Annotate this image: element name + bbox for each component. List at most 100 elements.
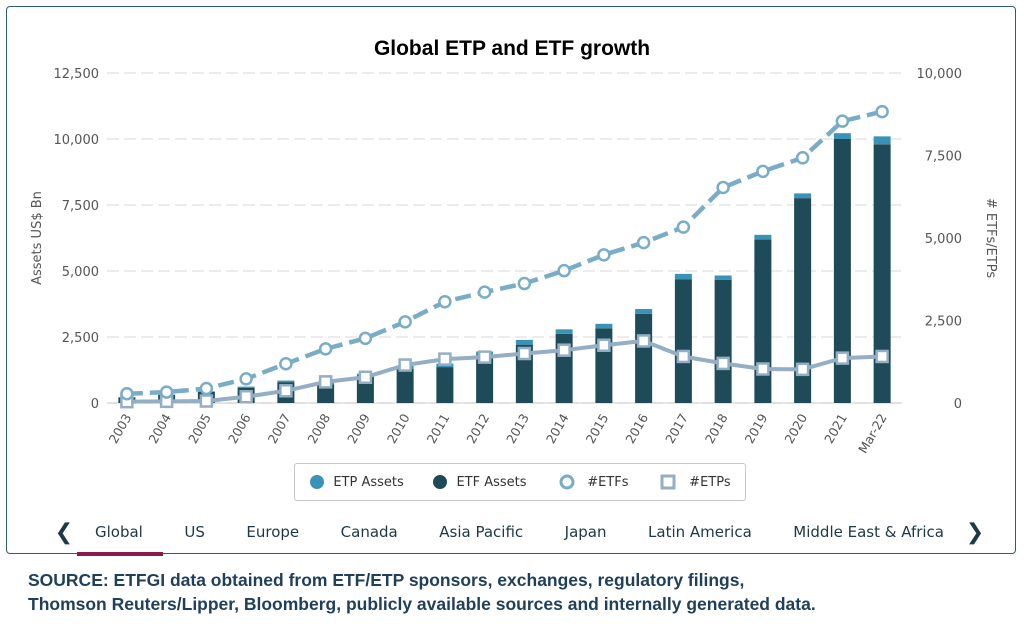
point-etfs xyxy=(318,342,333,356)
point-etps xyxy=(795,362,810,377)
y-right-tick-label: 10,000 xyxy=(917,67,963,82)
legend-item-etp-assets[interactable]: ETP Assets xyxy=(309,474,404,490)
tab-europe[interactable]: Europe xyxy=(246,523,300,541)
point-etfs xyxy=(120,387,134,401)
point-etfs xyxy=(398,315,412,329)
bar-etp-assets xyxy=(277,380,295,383)
point-etfs xyxy=(676,220,691,234)
point-etfs xyxy=(795,151,810,165)
y-right-tick-label: 2,500 xyxy=(925,315,962,330)
point-etfs xyxy=(716,180,730,195)
tab-us[interactable]: US xyxy=(184,523,205,541)
point-etps xyxy=(597,338,611,352)
x-tick-label: 2011 xyxy=(424,411,453,446)
bar-etf-assets xyxy=(873,144,891,403)
point-etps xyxy=(398,358,412,372)
x-tick-label: Mar-22 xyxy=(855,411,890,456)
legend-item-etps-count[interactable]: #ETPs xyxy=(657,474,731,490)
tab-latin-america[interactable]: Latin America xyxy=(648,523,752,541)
point-etfs xyxy=(358,331,373,346)
y-left-tick-label: 0 xyxy=(91,397,99,412)
bar-etp-assets xyxy=(833,133,851,139)
chart-title: Global ETP and ETF growth xyxy=(373,37,651,60)
point-etfs xyxy=(636,235,651,250)
bar-etf-assets xyxy=(436,367,454,403)
x-tick-label: 2021 xyxy=(821,411,850,446)
legend-label-etfs-count: #ETFs xyxy=(587,474,629,490)
tab-asia-pacific[interactable]: Asia Pacific xyxy=(439,523,524,541)
legend-item-etf-assets[interactable]: ETF Assets xyxy=(432,474,527,490)
tab-canada[interactable]: Canada xyxy=(340,523,398,541)
x-tick-label: 2006 xyxy=(225,411,254,446)
point-etfs xyxy=(239,372,253,386)
point-etps xyxy=(239,389,253,404)
x-tick-label: 2019 xyxy=(742,411,771,446)
x-tick-label: 2008 xyxy=(304,411,333,446)
point-etps xyxy=(199,394,214,408)
x-tick-label: 2017 xyxy=(662,411,691,446)
x-tick-label: 2003 xyxy=(106,411,135,446)
chart-canvas: 0 2,500 5,000 7,500 10,000 12,500 0 2,500 5,000 7… xyxy=(30,67,998,456)
point-etps xyxy=(835,351,850,365)
tab-middle-east-africa[interactable]: Middle East & Africa xyxy=(793,523,944,541)
point-etfs xyxy=(557,263,571,278)
x-tick-label: 2005 xyxy=(185,411,214,446)
point-etfs xyxy=(159,385,174,399)
bar-etp-assets xyxy=(754,234,772,240)
legend-item-etfs-count[interactable]: #ETFs xyxy=(555,474,629,490)
y-right-tick-label: 0 xyxy=(954,397,962,412)
bar-etp-assets xyxy=(714,275,732,280)
chevron-right-icon[interactable]: ❯ xyxy=(965,519,985,545)
point-etfs xyxy=(279,356,293,371)
source-line-1: SOURCE: ETFGI data obtained from ETF/ETP… xyxy=(28,570,745,590)
tab-japan[interactable]: Japan xyxy=(564,523,607,541)
y-left-tick-label: 2,500 xyxy=(62,331,99,346)
point-etps xyxy=(517,346,532,361)
bar-etp-assets xyxy=(555,329,573,334)
etfs-line-swatch-icon xyxy=(559,474,575,490)
legend-label-etp-assets: ETP Assets xyxy=(333,474,404,490)
bar-etf-assets xyxy=(396,368,414,403)
chevron-left-icon[interactable]: ❮ xyxy=(54,519,74,545)
legend-label-etf-assets: ETF Assets xyxy=(456,474,527,490)
bar-etf-assets xyxy=(714,279,732,403)
x-tick-label: 2015 xyxy=(583,411,612,446)
bar-etf-assets xyxy=(794,198,812,403)
tab-list: Global US Europe Canada Asia Pacific Jap… xyxy=(77,515,958,556)
point-etfs xyxy=(875,104,889,119)
bar-etp-assets xyxy=(237,386,255,388)
y-right-axis-title: # ETFs/ETPs xyxy=(983,198,998,279)
point-etps xyxy=(875,349,889,364)
point-etps xyxy=(358,370,373,385)
source-note: SOURCE: ETFGI data obtained from ETF/ETP… xyxy=(28,568,1008,616)
x-tick-label: 2018 xyxy=(702,411,731,446)
chart-panel: 0 2,500 5,000 7,500 10,000 12,500 0 2,500 5,000 7… xyxy=(6,6,1016,556)
x-tick-label: 2016 xyxy=(622,411,651,446)
bar-etf-assets xyxy=(674,279,692,403)
point-etfs xyxy=(835,114,850,128)
etps-line-swatch-icon xyxy=(660,474,676,490)
x-tick-label: 2020 xyxy=(781,411,810,446)
bar-etp-assets xyxy=(674,273,692,280)
y-right-tick-label: 7,500 xyxy=(925,150,962,165)
point-etps xyxy=(438,352,452,366)
point-etps xyxy=(716,356,730,371)
point-etps xyxy=(477,350,492,364)
bar-etp-assets xyxy=(515,339,533,345)
x-tick-label: 2012 xyxy=(463,411,492,446)
point-etfs xyxy=(756,164,770,179)
etp-assets-swatch-icon xyxy=(310,475,325,489)
bar-etf-assets xyxy=(754,239,772,403)
x-tick-label: 2007 xyxy=(265,411,294,446)
bar-etp-assets xyxy=(595,323,613,329)
bar-etf-assets xyxy=(833,139,851,403)
bar-etf-assets xyxy=(476,355,494,403)
bar-etp-assets xyxy=(794,193,812,199)
bar-etp-assets xyxy=(635,309,653,314)
x-tick-label: 2014 xyxy=(543,411,572,446)
point-etfs xyxy=(438,294,452,309)
point-etps xyxy=(557,343,571,357)
region-tabs: ❮ Global US Europe Canada Asia Pacific J… xyxy=(47,511,992,556)
point-etps xyxy=(636,334,651,348)
tab-global[interactable]: Global xyxy=(77,515,163,556)
